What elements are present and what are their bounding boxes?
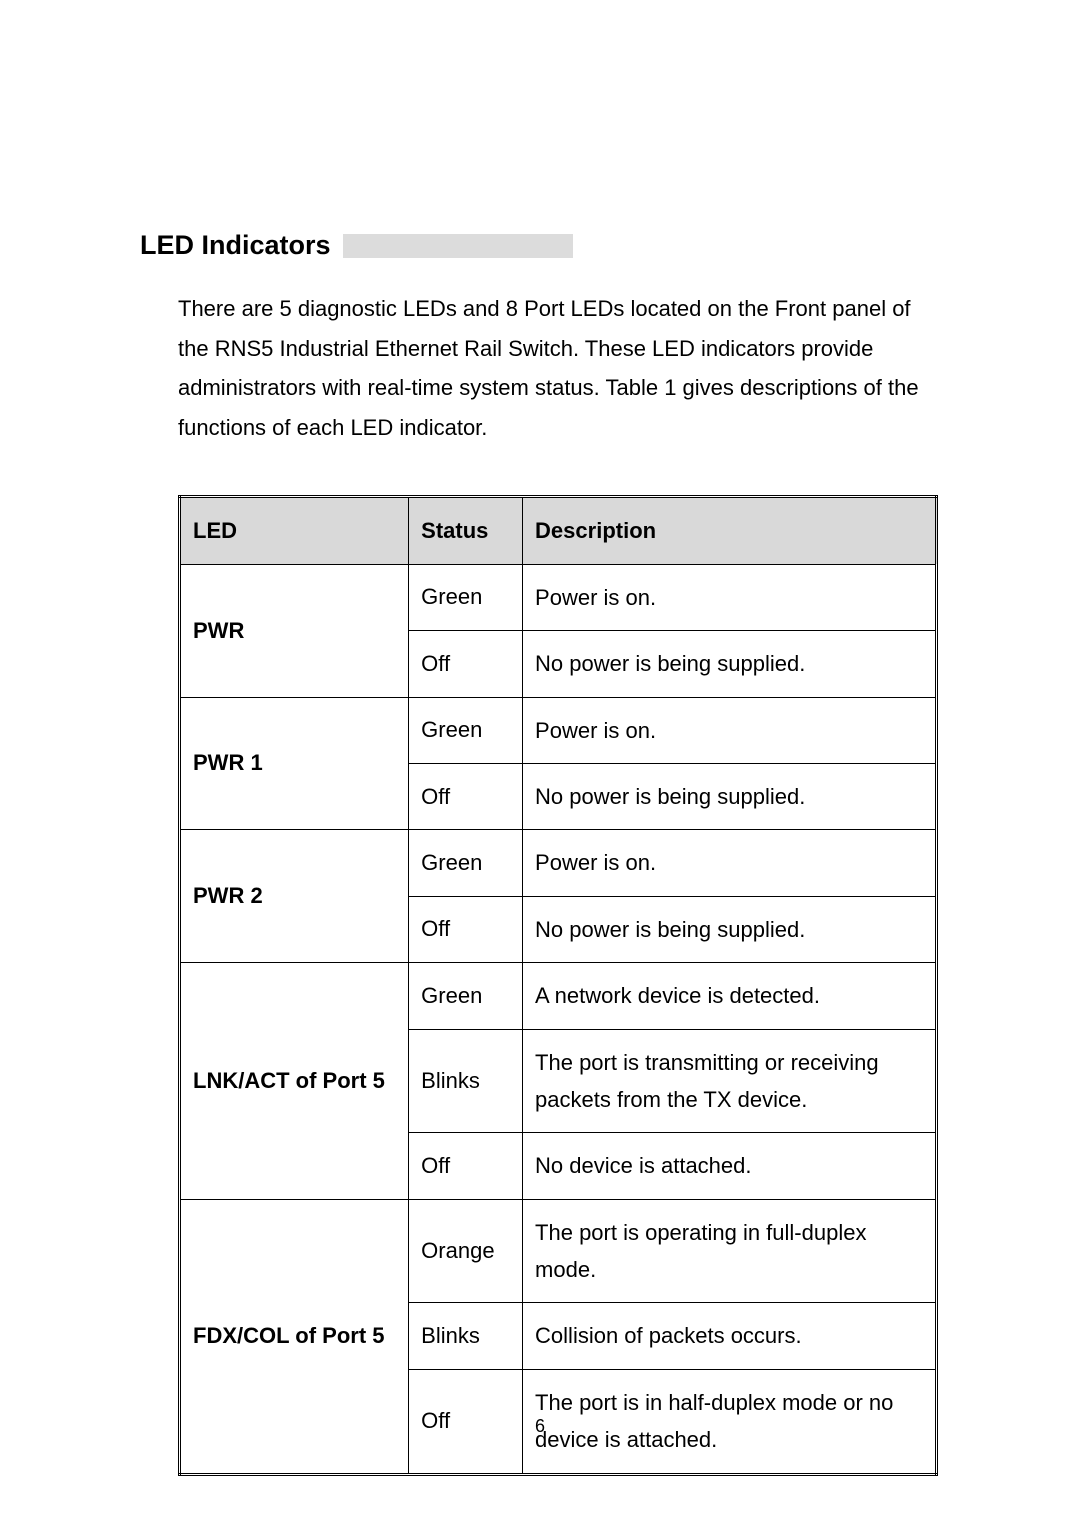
cell-led: PWR 2 — [180, 830, 409, 963]
cell-desc: The port is operating in full-duplex mod… — [523, 1199, 937, 1303]
header-description: Description — [523, 497, 937, 564]
cell-desc: No power is being supplied. — [523, 896, 937, 962]
cell-status: Green — [409, 830, 523, 896]
cell-desc: Collision of packets occurs. — [523, 1303, 937, 1369]
cell-status: Off — [409, 896, 523, 962]
header-led: LED — [180, 497, 409, 564]
page-number: 6 — [0, 1416, 1080, 1437]
cell-status: Green — [409, 564, 523, 630]
cell-desc: A network device is detected. — [523, 963, 937, 1029]
table-row: PWR 1 Green Power is on. — [180, 697, 937, 763]
title-bar-decoration — [343, 234, 573, 258]
cell-status: Off — [409, 631, 523, 697]
cell-led: PWR — [180, 564, 409, 697]
cell-desc: No device is attached. — [523, 1133, 937, 1199]
table-header-row: LED Status Description — [180, 497, 937, 564]
section-header: LED Indicators — [140, 230, 940, 261]
cell-desc: Power is on. — [523, 697, 937, 763]
cell-desc: Power is on. — [523, 564, 937, 630]
cell-status: Orange — [409, 1199, 523, 1303]
led-indicators-table: LED Status Description PWR Green Power i… — [178, 495, 938, 1475]
table-row: PWR 2 Green Power is on. — [180, 830, 937, 896]
cell-status: Green — [409, 697, 523, 763]
table-row: FDX/COL of Port 5 Orange The port is ope… — [180, 1199, 937, 1303]
table-row: PWR Green Power is on. — [180, 564, 937, 630]
document-page: LED Indicators There are 5 diagnostic LE… — [0, 0, 1080, 1476]
cell-status: Green — [409, 963, 523, 1029]
cell-desc: No power is being supplied. — [523, 763, 937, 829]
cell-status: Off — [409, 763, 523, 829]
cell-status: Blinks — [409, 1303, 523, 1369]
cell-status: Off — [409, 1133, 523, 1199]
intro-paragraph: There are 5 diagnostic LEDs and 8 Port L… — [178, 289, 940, 447]
cell-desc: Power is on. — [523, 830, 937, 896]
section-title: LED Indicators — [140, 230, 331, 261]
cell-desc: The port is transmitting or receiving pa… — [523, 1029, 937, 1133]
header-status: Status — [409, 497, 523, 564]
cell-desc: No power is being supplied. — [523, 631, 937, 697]
cell-led: PWR 1 — [180, 697, 409, 830]
cell-status: Blinks — [409, 1029, 523, 1133]
table-row: LNK/ACT of Port 5 Green A network device… — [180, 963, 937, 1029]
cell-led: LNK/ACT of Port 5 — [180, 963, 409, 1200]
